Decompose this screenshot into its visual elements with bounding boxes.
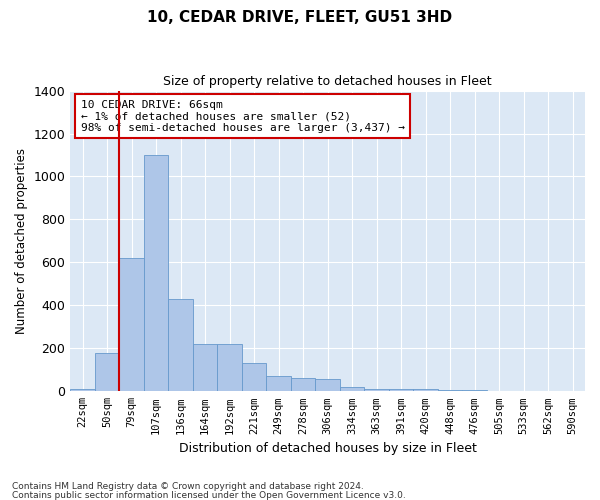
Bar	[438, 390, 463, 392]
Bar	[95, 352, 119, 392]
Y-axis label: Number of detached properties: Number of detached properties	[15, 148, 28, 334]
Text: 10 CEDAR DRIVE: 66sqm
← 1% of detached houses are smaller (52)
98% of semi-detac: 10 CEDAR DRIVE: 66sqm ← 1% of detached h…	[80, 100, 404, 133]
Bar	[340, 387, 364, 392]
Bar	[487, 390, 511, 392]
Bar	[193, 344, 217, 392]
Bar	[389, 389, 413, 392]
Bar	[217, 344, 242, 392]
X-axis label: Distribution of detached houses by size in Fleet: Distribution of detached houses by size …	[179, 442, 476, 455]
Bar	[364, 389, 389, 392]
Text: Contains public sector information licensed under the Open Government Licence v3: Contains public sector information licen…	[12, 490, 406, 500]
Bar	[266, 376, 291, 392]
Bar	[119, 258, 144, 392]
Text: Contains HM Land Registry data © Crown copyright and database right 2024.: Contains HM Land Registry data © Crown c…	[12, 482, 364, 491]
Title: Size of property relative to detached houses in Fleet: Size of property relative to detached ho…	[163, 75, 492, 88]
Bar	[316, 380, 340, 392]
Bar	[242, 364, 266, 392]
Bar	[291, 378, 316, 392]
Bar	[463, 390, 487, 392]
Bar	[413, 389, 438, 392]
Bar	[70, 389, 95, 392]
Bar	[169, 299, 193, 392]
Bar	[144, 155, 169, 392]
Text: 10, CEDAR DRIVE, FLEET, GU51 3HD: 10, CEDAR DRIVE, FLEET, GU51 3HD	[148, 10, 452, 25]
